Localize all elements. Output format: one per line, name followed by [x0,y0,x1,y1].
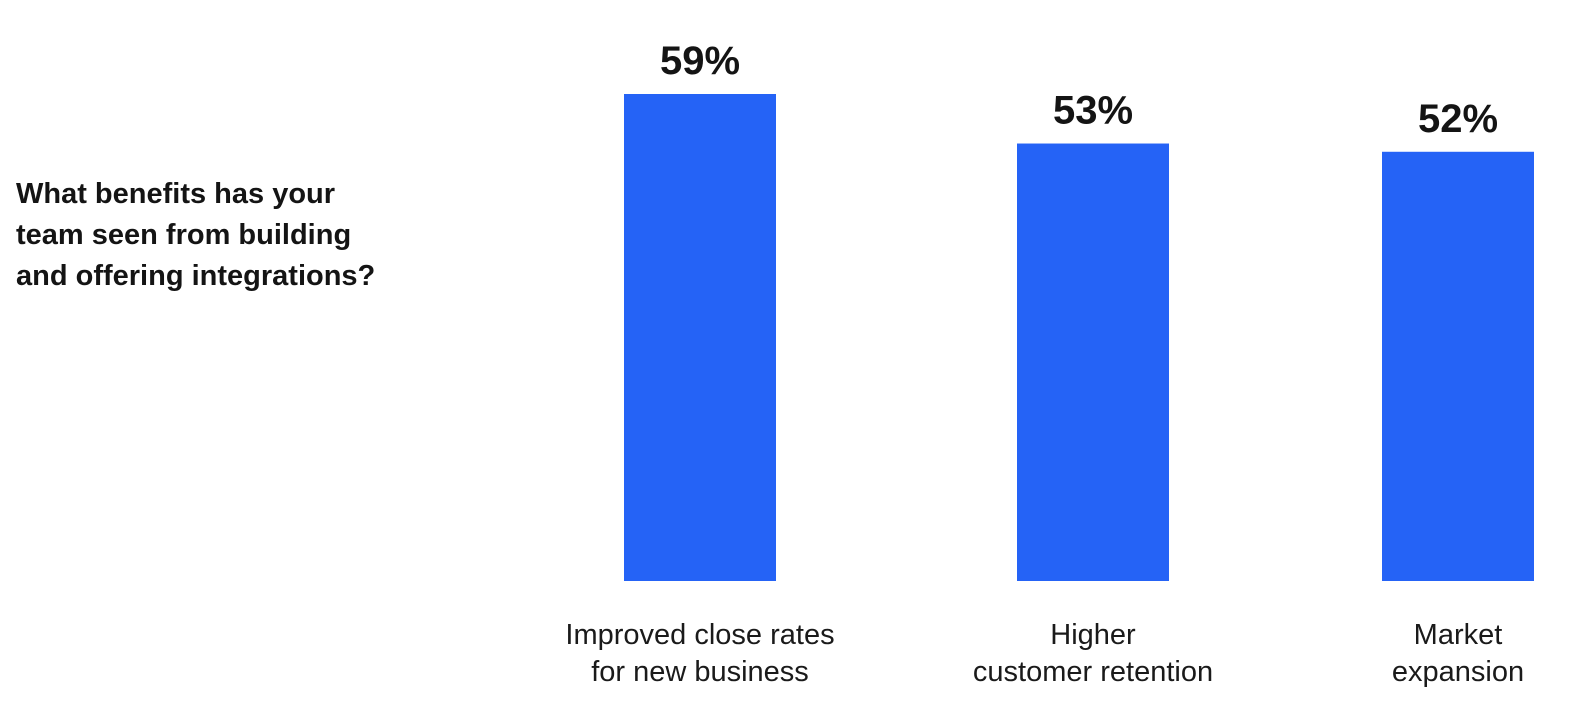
value-label-2: 53% [1053,89,1133,133]
category-label-line: expansion [1392,656,1524,688]
value-label-3: 52% [1418,97,1498,141]
category-labels-group: Improved close rates for new business High… [565,619,1524,688]
value-label-1: 59% [660,39,740,83]
bar-1 [624,94,776,581]
bars-group [624,94,1534,581]
category-label-line: Higher [1050,619,1136,651]
chart-question: What benefits has your team seen from bu… [16,178,376,292]
category-label-3: Market expansion [1392,619,1524,688]
category-label-line: for new business [591,656,809,688]
category-label-line: Market [1414,619,1503,651]
category-label-line: Improved close rates [565,619,834,651]
bar-2 [1017,143,1169,581]
category-label-2: Higher customer retention [973,619,1213,688]
category-label-line: customer retention [973,656,1213,688]
value-labels-group: 59% 53% 52% [660,39,1498,141]
bar-3 [1382,151,1534,581]
category-label-1: Improved close rates for new business [565,619,834,688]
